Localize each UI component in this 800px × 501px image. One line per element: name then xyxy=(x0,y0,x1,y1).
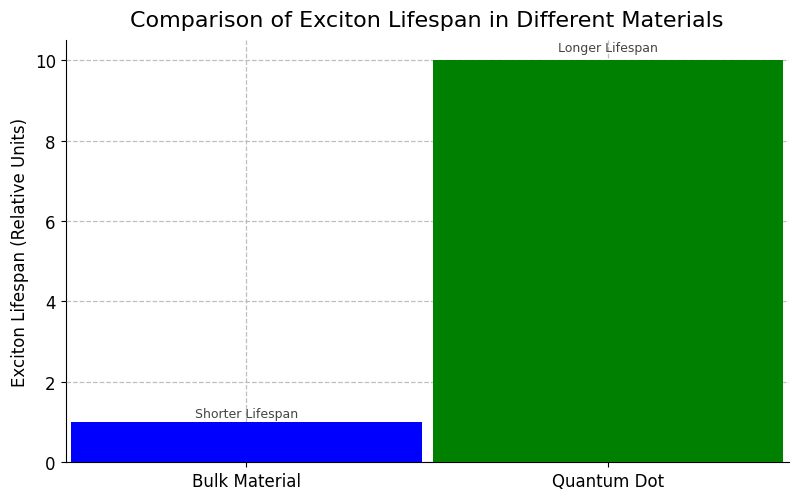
Y-axis label: Exciton Lifespan (Relative Units): Exciton Lifespan (Relative Units) xyxy=(11,117,29,386)
Text: Longer Lifespan: Longer Lifespan xyxy=(558,42,658,55)
Title: Comparison of Exciton Lifespan in Different Materials: Comparison of Exciton Lifespan in Differ… xyxy=(130,11,724,31)
Text: Shorter Lifespan: Shorter Lifespan xyxy=(194,407,298,420)
Bar xyxy=(433,61,783,462)
Bar xyxy=(71,422,422,462)
